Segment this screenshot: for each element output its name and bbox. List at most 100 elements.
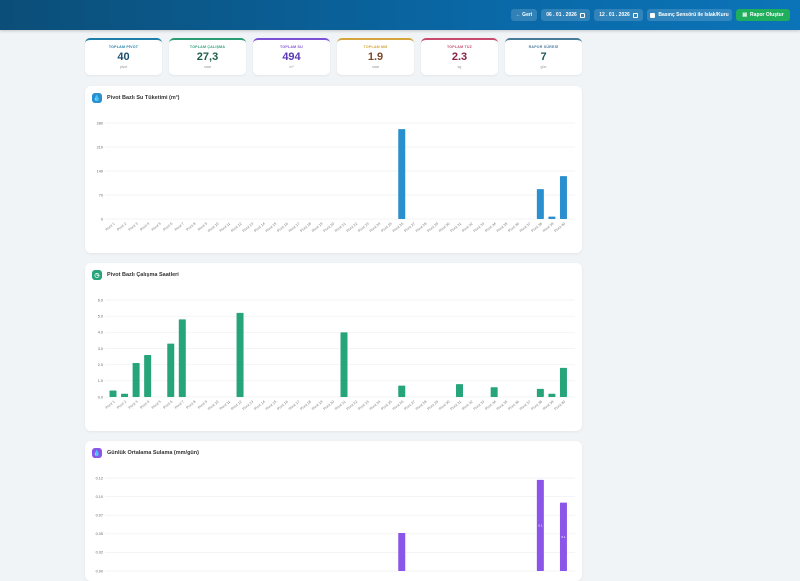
y-tick-label: 0.0 (98, 395, 103, 399)
x-tick-label: Pivot 21 (334, 400, 347, 411)
stat-title: TOPLAM MM (363, 45, 388, 49)
sensor-wet-dry-toggle[interactable]: Basınç Sensörü ile Islak/Kuru (647, 9, 732, 21)
bar[interactable] (109, 390, 117, 397)
bar[interactable] (398, 385, 406, 397)
stat-value: 7 (540, 51, 547, 63)
x-tick-label: Pivot 12 (230, 222, 243, 233)
x-tick-label: Pivot 39 (542, 222, 555, 233)
stat-unit: gün (540, 65, 547, 69)
y-tick-label: 70 (99, 193, 103, 197)
bar[interactable] (490, 387, 498, 397)
y-tick-label: 0.02 (96, 551, 103, 555)
x-tick-label: Pivot 17 (288, 400, 301, 411)
x-tick-label: Pivot 16 (276, 400, 289, 411)
stat-unit: saat (372, 65, 379, 69)
x-tick-label: Pivot 34 (484, 400, 497, 411)
x-tick-label: Pivot 36 (507, 400, 520, 411)
x-tick-label: Pivot 35 (496, 400, 509, 411)
x-tick-label: Pivot 3 (128, 400, 139, 410)
stat-unit: kg (457, 65, 462, 69)
x-tick-label: Pivot 20 (323, 222, 336, 233)
bar[interactable] (167, 343, 175, 397)
y-tick-label: 0.00 (96, 569, 103, 573)
stat-card: TOPLAM MM 1.9 saat (337, 38, 414, 75)
bar[interactable] (340, 332, 348, 397)
x-tick-label: Pivot 17 (288, 222, 301, 233)
bar[interactable] (398, 129, 406, 219)
bar-data-label: 0.1 (538, 523, 543, 527)
x-tick-label: Pivot 29 (427, 400, 440, 411)
x-tick-label: Pivot 24 (369, 400, 382, 411)
bar-data-label: 0.1 (561, 535, 566, 539)
clock-icon: ◷ (92, 270, 102, 280)
x-tick-label: Pivot 5 (151, 400, 162, 410)
x-tick-label: Pivot 27 (403, 222, 416, 233)
bar[interactable] (144, 354, 152, 397)
x-tick-label: Pivot 22 (346, 400, 359, 411)
bar[interactable] (548, 216, 556, 219)
stat-unit: saat (204, 65, 211, 69)
create-report-button[interactable]: ▤ Rapor Oluştur (736, 9, 790, 21)
x-tick-label: Pivot 39 (542, 400, 555, 411)
bar[interactable] (559, 176, 567, 219)
start-date-input[interactable]: 06 . 01 . 2026 (541, 9, 590, 21)
bar[interactable] (236, 312, 244, 397)
bar[interactable] (132, 363, 140, 397)
calendar-icon (632, 12, 638, 18)
y-tick-label: 0.10 (96, 495, 103, 499)
bar[interactable] (536, 189, 544, 219)
x-tick-label: Pivot 29 (427, 222, 440, 233)
x-tick-label: Pivot 16 (276, 222, 289, 233)
back-button[interactable]: ← Geri (511, 9, 537, 21)
bar[interactable] (536, 388, 544, 397)
stat-title: TOPLAM PİVOT (108, 45, 139, 49)
x-tick-label: Pivot 4 (139, 222, 150, 232)
x-tick-label: Pivot 9 (197, 400, 208, 410)
x-tick-label: Pivot 6 (162, 400, 173, 410)
stat-value: 2.3 (451, 51, 468, 63)
end-date-input[interactable]: 12 . 01 . 2026 (594, 9, 643, 21)
x-tick-label: Pivot 36 (507, 222, 520, 233)
x-tick-label: Pivot 2 (116, 222, 127, 232)
chart-card: 💧 Günlük Ortalama Sulama (mm/gün) 0.00 0.02… (85, 441, 582, 581)
y-tick-label: 210 (97, 145, 103, 149)
x-tick-label: Pivot 32 (461, 222, 474, 233)
bar[interactable] (178, 319, 186, 397)
x-tick-label: Pivot 15 (265, 400, 278, 411)
stat-title: TOPLAM SU (280, 45, 303, 49)
drop-icon: 💧 (92, 448, 102, 458)
x-tick-label: Pivot 20 (323, 400, 336, 411)
bar[interactable] (548, 393, 556, 397)
x-tick-label: Pivot 37 (519, 222, 532, 233)
stat-card: TOPLAM TUZ 2.3 kg (421, 38, 498, 75)
x-tick-label: Pivot 26 (392, 400, 405, 411)
chart-header: 💧 Günlük Ortalama Sulama (mm/gün) (92, 448, 199, 458)
x-tick-label: Pivot 30 (438, 400, 451, 411)
x-tick-label: Pivot 7 (174, 222, 185, 232)
x-tick-label: Pivot 30 (438, 222, 451, 233)
x-tick-label: Pivot 14 (253, 400, 266, 411)
chart-title: Pivot Bazlı Su Tüketimi (m³) (107, 95, 180, 101)
calendar-icon (579, 12, 585, 18)
x-tick-label: Pivot 37 (519, 400, 532, 411)
stat-card: RAPOR SÜRESİ 7 gün (505, 38, 582, 75)
x-tick-label: Pivot 19 (311, 222, 324, 233)
x-tick-label: Pivot 23 (357, 222, 370, 233)
stat-unit: pivot (119, 65, 128, 69)
stat-title: TOPLAM ÇALIŞMA (189, 45, 226, 49)
bar[interactable] (398, 533, 406, 571)
checkbox-checked-icon[interactable] (650, 12, 656, 18)
x-tick-label: Pivot 11 (219, 400, 231, 411)
x-tick-label: Pivot 38 (530, 400, 543, 411)
x-tick-label: Pivot 26 (392, 222, 405, 233)
stat-title: TOPLAM TUZ (446, 45, 473, 49)
x-tick-label: Pivot 13 (242, 400, 255, 411)
x-tick-label: Pivot 35 (496, 222, 509, 233)
bar[interactable] (559, 367, 567, 397)
bar[interactable] (456, 384, 463, 397)
bar[interactable] (121, 393, 129, 397)
x-tick-label: Pivot 31 (450, 222, 463, 233)
y-tick-label: 0 (101, 217, 103, 221)
x-tick-label: Pivot 18 (299, 222, 312, 233)
x-tick-label: Pivot 9 (197, 222, 208, 232)
